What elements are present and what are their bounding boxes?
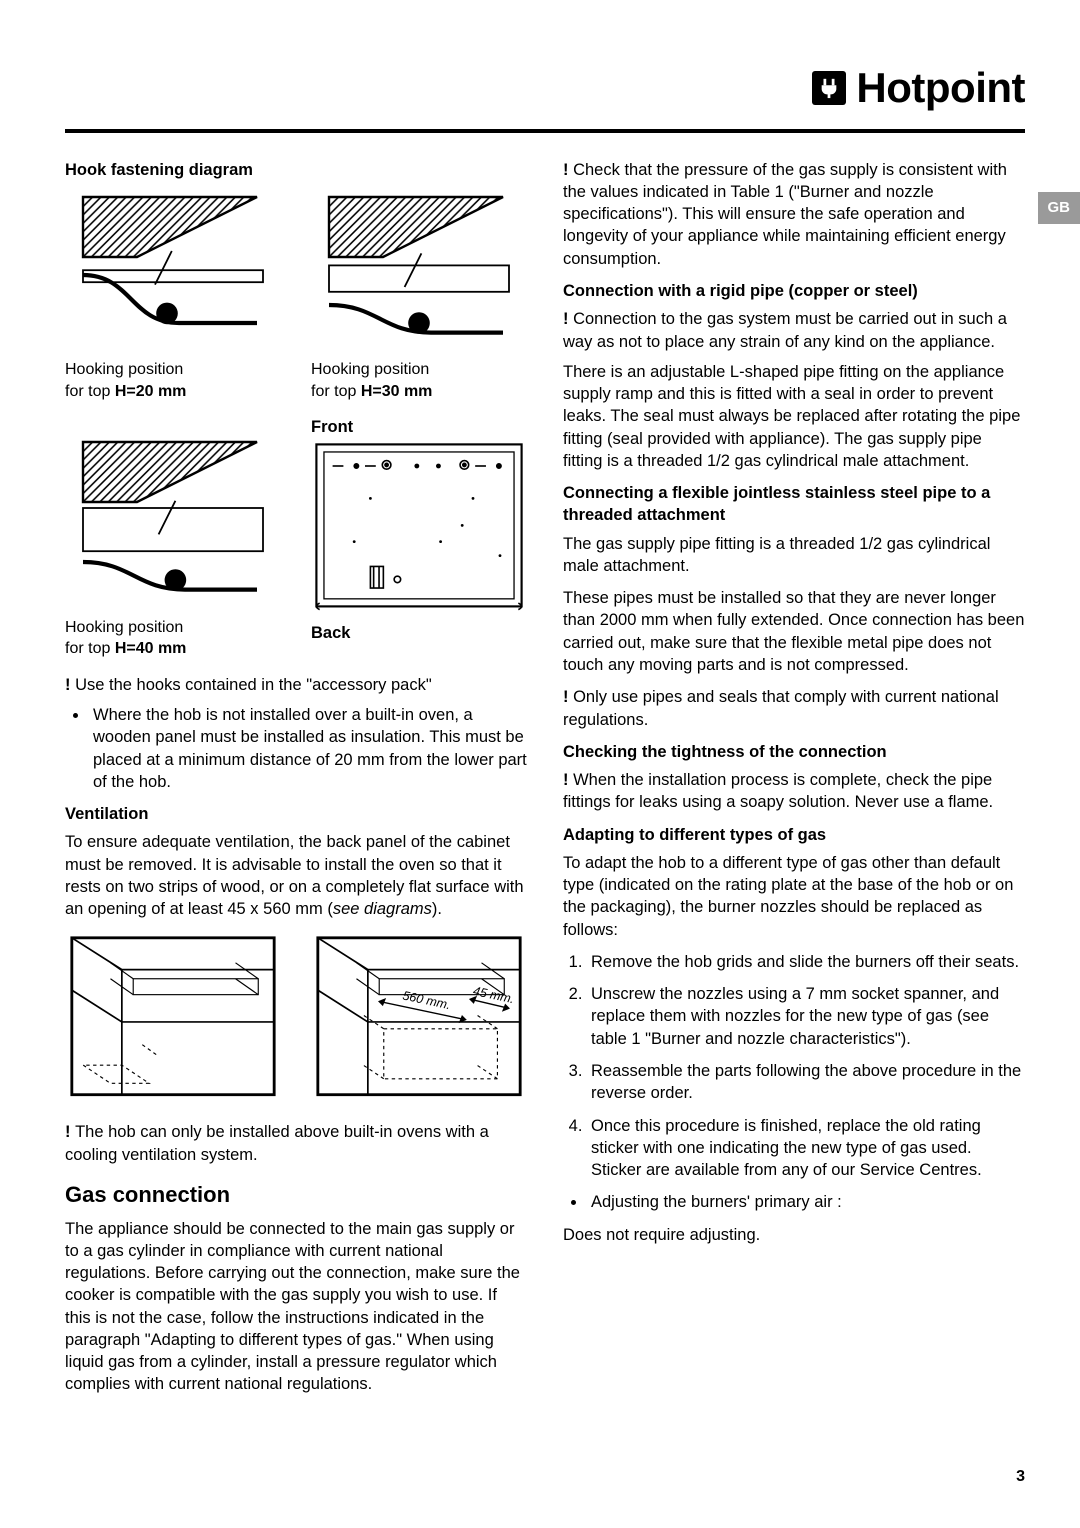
flex-pipe-p1: The gas supply pipe fitting is a threade… (563, 533, 1025, 578)
brand-logo: Hotpoint (65, 60, 1025, 117)
warning-pressure: ! Check that the pressure of the gas sup… (563, 159, 1025, 270)
warning-flex: ! Only use pipes and seals that comply w… (563, 686, 1025, 731)
back-label: Back (311, 622, 527, 644)
plug-icon (812, 71, 846, 105)
hook-diagram-h30 (311, 191, 527, 347)
ventilation-paragraph: To ensure adequate ventilation, the back… (65, 831, 527, 920)
warning-builtin-oven: ! The hob can only be installed above bu… (65, 1121, 527, 1166)
flex-pipe-p2: These pipes must be installed so that th… (563, 587, 1025, 676)
hook-heading: Hook fastening diagram (65, 159, 527, 181)
step-2: Unscrew the nozzles using a 7 mm socket … (587, 983, 1025, 1050)
dim-560: 560 mm. (401, 988, 451, 1012)
step-3: Reassemble the parts following the above… (587, 1060, 1025, 1105)
right-column: ! Check that the pressure of the gas sup… (563, 159, 1025, 1406)
cabinet-diagram-1 (65, 931, 281, 1102)
ventilation-heading: Ventilation (65, 803, 527, 825)
left-column: Hook fastening diagram Hooking position … (65, 159, 527, 1406)
language-tab: GB (1038, 192, 1080, 224)
adjust-paragraph: Does not require adjusting. (563, 1224, 1025, 1246)
front-label: Front (311, 416, 527, 438)
gas-connection-paragraph: The appliance should be connected to the… (65, 1218, 527, 1396)
hob-top-diagram (311, 439, 527, 612)
page-number: 3 (65, 1466, 1025, 1488)
warning-tightness: ! When the installation process is compl… (563, 769, 1025, 814)
tightness-heading: Checking the tightness of the connection (563, 741, 1025, 763)
warning-rigid: ! Connection to the gas system must be c… (563, 308, 1025, 353)
bullet-adjust-air: Adjusting the burners' primary air : (587, 1191, 1025, 1213)
rigid-pipe-paragraph: There is an adjustable L-shaped pipe fit… (563, 361, 1025, 472)
caption-h40: Hooking position for top H=40 mm (65, 617, 281, 660)
hook-diagram-h40 (65, 436, 281, 604)
dim-45: 45 mm. (472, 983, 516, 1005)
caption-h30: Hooking position for top H=30 mm (311, 359, 527, 402)
header-rule (65, 129, 1025, 133)
rigid-pipe-heading: Connection with a rigid pipe (copper or … (563, 280, 1025, 302)
hook-diagram-h20 (65, 191, 281, 347)
step-1: Remove the hob grids and slide the burne… (587, 951, 1025, 973)
gas-connection-heading: Gas connection (65, 1180, 527, 1210)
adapting-heading: Adapting to different types of gas (563, 824, 1025, 846)
step-4: Once this procedure is finished, replace… (587, 1115, 1025, 1182)
caption-h20: Hooking position for top H=20 mm (65, 359, 281, 402)
warning-accessory-hooks: ! Use the hooks contained in the "access… (65, 674, 527, 696)
adapting-steps: Remove the hob grids and slide the burne… (563, 951, 1025, 1181)
cabinet-diagram-2: 560 mm. 45 mm. (311, 931, 527, 1102)
adapting-paragraph: To adapt the hob to a different type of … (563, 852, 1025, 941)
brand-text: Hotpoint (856, 60, 1025, 117)
bullet-wooden-panel: Where the hob is not installed over a bu… (89, 704, 527, 793)
flex-pipe-heading: Connecting a flexible jointless stainles… (563, 482, 1025, 527)
